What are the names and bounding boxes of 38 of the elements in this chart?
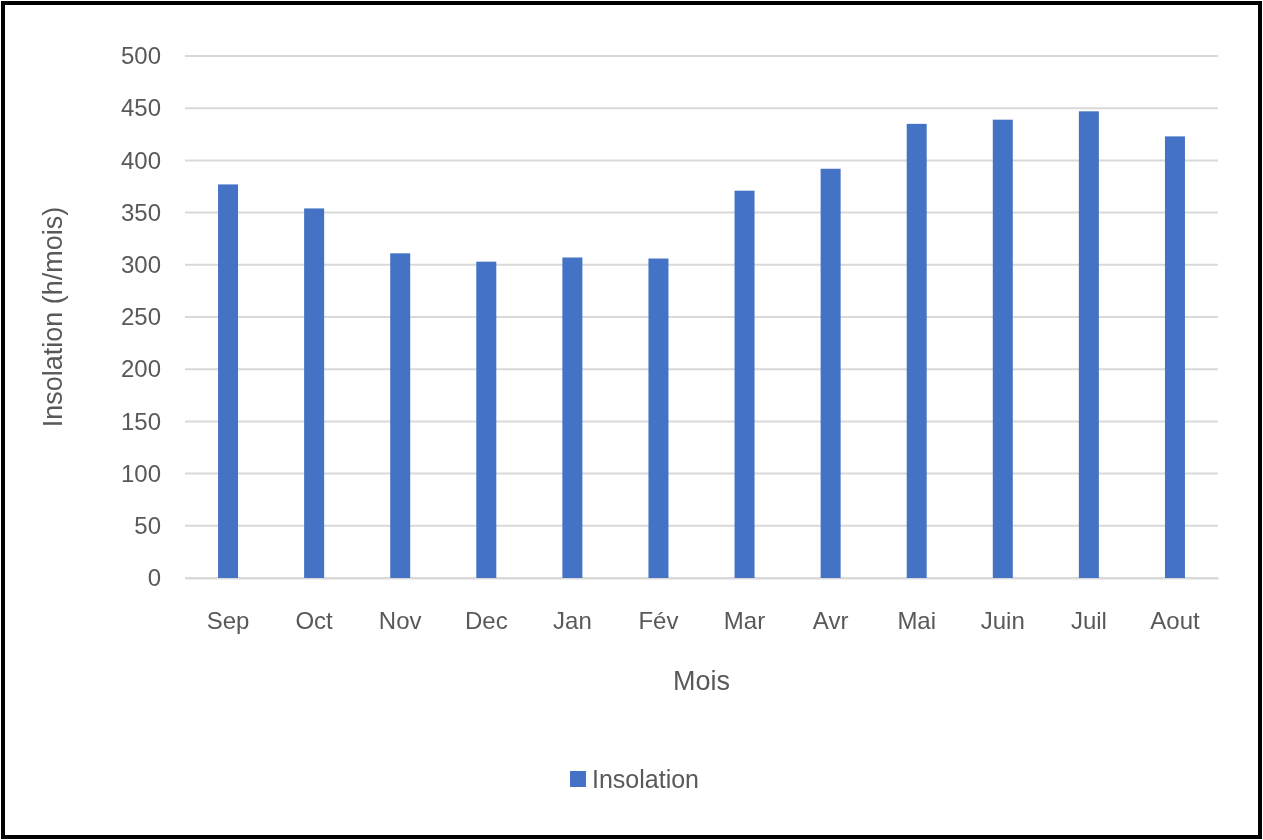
y-tick-label: 100 — [120, 459, 161, 487]
x-tick-label: Sep — [206, 607, 250, 635]
bar — [218, 184, 239, 578]
bar — [390, 253, 411, 578]
y-tick-label: 250 — [120, 303, 161, 331]
y-tick-label: 400 — [120, 146, 161, 174]
x-tick-label: Avr — [812, 607, 849, 635]
bar — [562, 257, 583, 578]
legend-label: Insolation — [592, 765, 700, 793]
x-tick-label: Oct — [295, 607, 334, 635]
y-tick-label: 50 — [134, 511, 161, 539]
x-tick-label: Fév — [638, 607, 679, 635]
y-tick-label: 200 — [120, 355, 161, 383]
bar — [992, 119, 1013, 578]
x-tick-label: Juil — [1070, 607, 1107, 635]
y-tick-label: 350 — [120, 198, 161, 226]
bar — [906, 123, 927, 578]
y-tick-label: 500 — [120, 42, 161, 70]
bar — [734, 190, 755, 578]
x-tick-label: Aout — [1150, 607, 1200, 635]
y-tick-label: 0 — [147, 564, 161, 592]
y-tick-label: 150 — [120, 407, 161, 435]
x-tick-label: Mai — [897, 607, 937, 635]
x-tick-label: Jan — [553, 607, 592, 635]
y-tick-label: 300 — [120, 250, 161, 278]
bar — [1164, 136, 1185, 578]
bar — [648, 258, 669, 578]
y-axis-title: Insolation (h/mois) — [38, 206, 68, 428]
x-tick-label: Dec — [464, 607, 508, 635]
x-axis-title: Mois — [672, 666, 731, 696]
x-tick-label: Nov — [378, 607, 422, 635]
bar — [476, 261, 497, 578]
bar — [304, 208, 325, 578]
y-tick-label: 450 — [120, 94, 161, 122]
bar — [1078, 111, 1099, 578]
bar — [820, 168, 841, 578]
x-tick-label: Juin — [980, 607, 1025, 635]
x-tick-label: Mar — [723, 607, 766, 635]
